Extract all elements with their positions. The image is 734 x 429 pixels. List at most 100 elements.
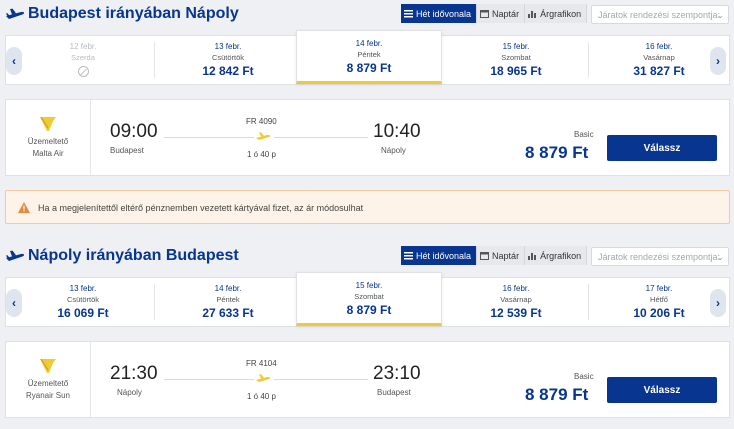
plane-icon — [256, 374, 270, 382]
flight-card-outbound[interactable]: Üzemeltető Malta Air 09:00 Budapest FR 4… — [5, 99, 730, 176]
date-label: 16 febr. — [502, 284, 530, 293]
date-cell[interactable]: 16 febr. Vasárnap 31 827 Ft — [586, 36, 732, 84]
weekday-label: Vasárnap — [643, 53, 675, 62]
route-line — [274, 137, 368, 138]
outbound-date-strip: ‹ 12 febr. Szerda 13 febr. Csütörtök 12 … — [5, 30, 732, 85]
route-line — [164, 379, 254, 380]
date-label: 12 febr. — [69, 42, 97, 51]
chevron-right-icon[interactable]: › — [710, 47, 726, 75]
weekday-label: Szombat — [354, 292, 384, 301]
tab-calendar[interactable]: Naptár — [477, 4, 526, 23]
no-flight-icon — [77, 66, 89, 77]
route-line — [164, 137, 254, 138]
departure-time: 09:00 — [110, 121, 158, 142]
chevron-left-icon[interactable]: ‹ — [6, 47, 22, 75]
list-icon — [404, 252, 413, 260]
divider — [588, 42, 589, 78]
date-price: 27 633 Ft — [202, 306, 254, 320]
divider — [588, 284, 589, 320]
warning-triangle-icon — [18, 202, 30, 213]
weekday-label: Vasárnap — [500, 295, 532, 304]
arrival-time: 23:10 — [373, 363, 421, 384]
sort-placeholder: Járatok rendezési szempontja: — [598, 10, 721, 20]
date-cell[interactable]: 16 febr. Vasárnap 12 539 Ft — [443, 278, 589, 326]
warning-text: Ha a megjelenítettől eltérő pénznemben v… — [38, 203, 364, 213]
tab-chart[interactable]: Árgrafikon — [525, 246, 588, 265]
select-flight-button[interactable]: Válassz — [607, 377, 717, 403]
chevron-right-icon[interactable]: › — [710, 289, 726, 317]
date-price: 12 842 Ft — [202, 64, 254, 78]
weekday-label: Péntek — [357, 50, 381, 59]
bar-chart-icon — [528, 253, 537, 260]
plane-icon — [6, 250, 24, 261]
page-title-inbound: Nápoly irányában Budapest — [28, 247, 239, 264]
plane-icon — [6, 8, 24, 19]
date-cell[interactable]: 15 febr. Szombat 18 965 Ft — [443, 36, 589, 84]
weekday-label: Szerda — [71, 53, 95, 62]
date-label: 14 febr. — [214, 284, 242, 293]
weekday-label: Hétfő — [650, 295, 668, 304]
tab-week-timeline[interactable]: Hét idővonala — [401, 4, 478, 23]
date-cell[interactable]: 14 febr. Péntek 27 633 Ft — [155, 278, 301, 326]
date-cell[interactable]: 17 febr. Hétfő 10 206 Ft — [586, 278, 732, 326]
sort-select[interactable]: Járatok rendezési szempontja: ⌄ — [591, 247, 729, 266]
flight-card-inbound[interactable]: Üzemeltető Ryanair Sun 21:30 Nápoly FR 4… — [5, 341, 730, 418]
sort-select[interactable]: Járatok rendezési szempontja: ⌄ — [591, 5, 729, 24]
fare-name: Basic — [574, 130, 594, 139]
operator-label: Üzemeltető — [27, 379, 69, 388]
route-line — [274, 379, 368, 380]
divider — [154, 42, 155, 78]
calendar-icon — [480, 10, 490, 18]
date-cell[interactable]: 13 febr. Csütörtök 12 842 Ft — [155, 36, 301, 84]
date-price: 12 539 Ft — [490, 306, 542, 320]
tab-calendar[interactable]: Naptár — [477, 246, 526, 265]
bar-chart-icon — [528, 11, 537, 18]
date-price: 8 879 Ft — [346, 61, 392, 75]
operator-info: Üzemeltető Ryanair Sun — [6, 342, 91, 417]
flight-number: FR 4090 — [246, 117, 277, 126]
calendar-icon — [480, 252, 490, 260]
view-switcher: Hét idővonala Naptár Árgrafikon — [401, 4, 588, 24]
tab-chart[interactable]: Árgrafikon — [525, 4, 588, 23]
date-cell: 12 febr. Szerda — [10, 36, 156, 84]
date-cell-selected[interactable]: 15 febr. Szombat 8 879 Ft — [296, 272, 442, 326]
fare-price: 8 879 Ft — [525, 143, 589, 162]
departure-city: Nápoly — [117, 388, 142, 397]
tab-chart-label: Árgrafikon — [540, 250, 582, 261]
tab-chart-label: Árgrafikon — [540, 8, 582, 19]
date-cell[interactable]: 13 febr. Csütörtök 16 069 Ft — [10, 278, 156, 326]
fare-price: 8 879 Ft — [525, 385, 589, 404]
flight-duration: 1 ó 40 p — [247, 392, 276, 401]
operator-info: Üzemeltető Malta Air — [6, 100, 91, 175]
chevron-down-icon: ⌄ — [716, 10, 724, 20]
date-label: 16 febr. — [645, 42, 673, 51]
operator-name: Ryanair Sun — [25, 391, 71, 400]
flight-number: FR 4104 — [246, 359, 277, 368]
select-flight-button[interactable]: Válassz — [607, 135, 717, 161]
chevron-left-icon[interactable]: ‹ — [6, 289, 22, 317]
tab-week-label: Hét idővonala — [416, 250, 472, 261]
date-price: 8 879 Ft — [346, 303, 392, 317]
chevron-down-icon: ⌄ — [716, 252, 724, 262]
date-label: 14 febr. — [355, 39, 383, 48]
date-label: 15 febr. — [502, 42, 530, 51]
arrival-time: 10:40 — [373, 121, 421, 142]
date-label: 15 febr. — [355, 281, 383, 290]
ryanair-harp-icon — [40, 358, 56, 373]
currency-warning: Ha a megjelenítettől eltérő pénznemben v… — [5, 190, 730, 224]
inbound-header: Nápoly irányában Budapest Hét idővonala … — [0, 244, 734, 272]
tab-calendar-label: Naptár — [492, 8, 520, 19]
weekday-label: Péntek — [216, 295, 240, 304]
view-switcher: Hét idővonala Naptár Árgrafikon — [401, 246, 588, 266]
weekday-label: Csütörtök — [66, 295, 100, 304]
tab-week-timeline[interactable]: Hét idővonala — [401, 246, 478, 265]
inbound-date-strip: ‹ 13 febr. Csütörtök 16 069 Ft 14 febr. … — [5, 272, 732, 327]
ryanair-harp-icon — [40, 116, 56, 131]
date-cell-selected[interactable]: 14 febr. Péntek 8 879 Ft — [296, 30, 442, 84]
date-label: 13 febr. — [214, 42, 242, 51]
arrival-city: Budapest — [377, 388, 411, 397]
date-price: 16 069 Ft — [57, 306, 109, 320]
weekday-label: Csütörtök — [211, 53, 245, 62]
operator-label: Üzemeltető — [27, 137, 69, 146]
flight-duration: 1 ó 40 p — [247, 150, 276, 159]
